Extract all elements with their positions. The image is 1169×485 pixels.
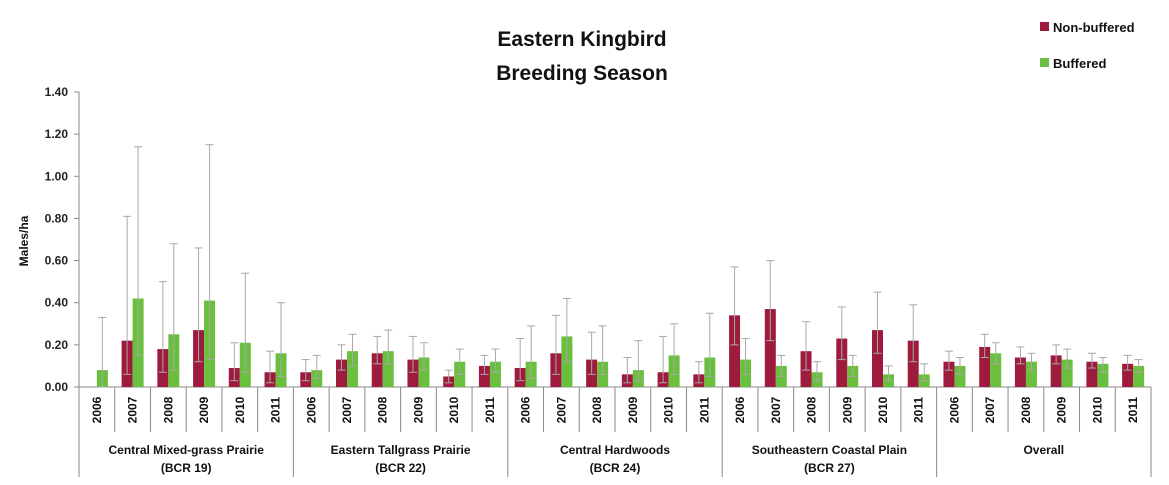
group-code-label: (BCR 19)	[161, 461, 212, 475]
y-tick-label: 1.40	[45, 85, 69, 99]
chart-title-line-2: Breeding Season	[496, 62, 668, 85]
bar-nonbuffered	[478, 365, 490, 387]
x-tick-label: 2011	[697, 397, 711, 423]
y-axis-label: Males/ha	[17, 215, 31, 266]
y-tick-label: 0.60	[45, 254, 69, 268]
bar-nonbuffered	[407, 359, 419, 387]
x-tick-label: 2009	[1055, 396, 1069, 423]
y-tick-label: 0.80	[45, 211, 69, 225]
group-code-label: (BCR 24)	[590, 461, 641, 475]
x-tick-label: 2006	[947, 396, 961, 423]
bar-buffered	[1061, 359, 1073, 387]
chart-title-line-1: Eastern Kingbird	[497, 28, 666, 51]
x-tick-label: 2006	[304, 396, 318, 423]
legend-label-nonbuffered: Non-buffered	[1053, 20, 1135, 35]
x-tick-label: 2011	[912, 397, 926, 423]
x-tick-label: 2006	[519, 396, 533, 423]
plot-area: 0.00 0.20 0.40 0.60 0.80 1.00 1.20 1.40 2006 2007…	[45, 85, 1152, 477]
x-tick-label: 2010	[662, 396, 676, 423]
x-tick-label: 2010	[447, 396, 461, 423]
bar-buffered	[347, 351, 358, 387]
x-tick-label: 2008	[1019, 396, 1033, 423]
bar-nonbuffered	[729, 315, 741, 387]
group-label: Central Hardwoods	[560, 443, 670, 457]
x-tick-label: 2007	[340, 396, 354, 423]
group-code-label: (BCR 22)	[375, 461, 426, 475]
x-tick-label: 2010	[233, 396, 247, 423]
group-label: Southeastern Coastal Plain	[752, 443, 907, 457]
y-tick-label: 0.20	[45, 338, 69, 352]
bar-buffered	[1133, 365, 1145, 387]
group-code-label: (BCR 27)	[804, 461, 855, 475]
x-tick-label: 2008	[376, 396, 390, 423]
x-tick-label: 2011	[1126, 397, 1140, 423]
x-tick-label: 2007	[126, 396, 140, 423]
y-tick-label: 1.00	[45, 169, 69, 183]
x-tick-label: 2007	[769, 396, 783, 423]
x-tick-label: 2009	[411, 396, 425, 423]
x-tick-label: 2010	[876, 396, 890, 423]
legend-swatch-buffered	[1040, 58, 1049, 67]
bar-nonbuffered	[371, 353, 383, 387]
bar-nonbuffered	[943, 361, 955, 387]
bar-nonbuffered	[907, 340, 919, 387]
legend-label-buffered: Buffered	[1053, 56, 1107, 71]
bar-nonbuffered	[1014, 357, 1026, 387]
x-tick-label: 2009	[197, 396, 211, 423]
bar-buffered	[1025, 361, 1037, 387]
group-label: Overall	[1023, 443, 1064, 457]
bar-nonbuffered	[1050, 355, 1062, 387]
bar-buffered	[489, 361, 501, 387]
bar-nonbuffered	[1122, 363, 1134, 387]
x-tick-label: 2011	[483, 397, 497, 423]
x-tick-label: 2011	[269, 397, 283, 423]
legend-swatch-nonbuffered	[1040, 22, 1049, 31]
bar-nonbuffered	[1086, 361, 1098, 387]
x-tick-label: 2009	[626, 396, 640, 423]
y-tick-label: 0.40	[45, 296, 69, 310]
bar-buffered	[954, 365, 966, 387]
y-tick-label: 1.20	[45, 127, 69, 141]
bar-buffered	[990, 353, 1002, 387]
bar-nonbuffered	[336, 359, 347, 387]
bar-nonbuffered	[872, 330, 883, 387]
bar-nonbuffered	[979, 346, 991, 387]
bar-nonbuffered	[764, 309, 776, 387]
legend: Non-buffered Buffered	[1040, 20, 1135, 71]
x-tick-label: 2010	[1090, 396, 1104, 423]
group-label: Eastern Tallgrass Prairie	[331, 443, 471, 457]
x-tick-label: 2009	[840, 396, 854, 423]
group-label: Central Mixed-grass Prairie	[108, 443, 264, 457]
x-tick-label: 2008	[805, 396, 819, 423]
bar-nonbuffered	[836, 338, 848, 387]
y-tick-label: 0.00	[45, 380, 69, 394]
x-tick-label: 2007	[554, 396, 568, 423]
bar-buffered	[382, 351, 394, 387]
x-tick-label: 2006	[733, 396, 747, 423]
bar-buffered	[1097, 363, 1109, 387]
x-tick-label: 2008	[590, 396, 604, 423]
x-tick-label: 2008	[161, 396, 175, 423]
x-tick-label: 2007	[983, 396, 997, 423]
x-tick-label: 2006	[90, 396, 104, 423]
bar-buffered	[418, 357, 430, 387]
